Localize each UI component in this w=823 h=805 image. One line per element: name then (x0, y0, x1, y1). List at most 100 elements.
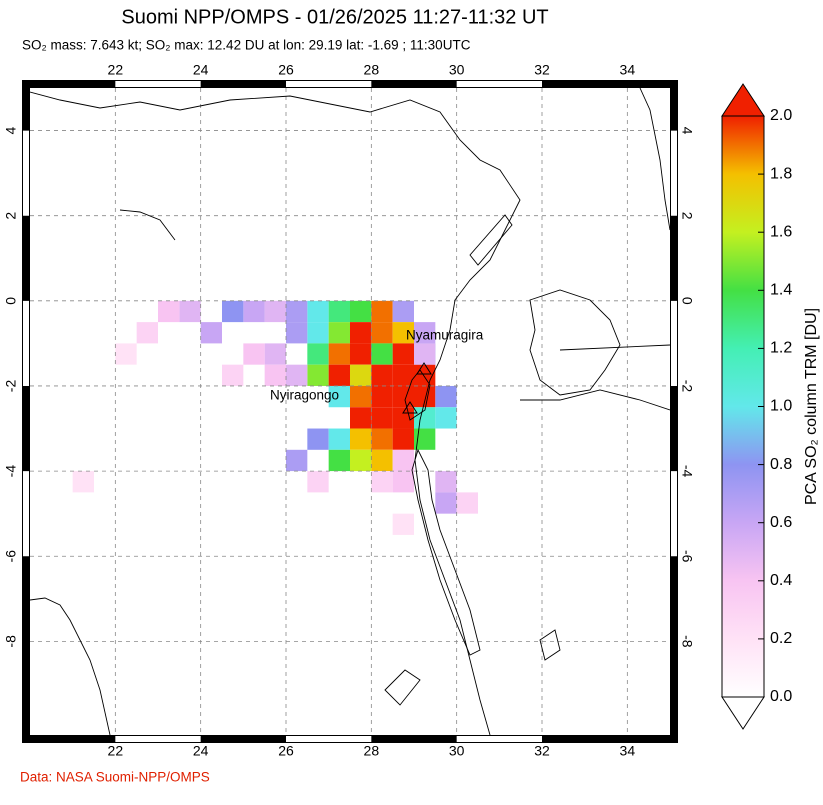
so2-cell (307, 343, 329, 365)
so2-cell (328, 428, 350, 450)
so2-cell (392, 385, 414, 408)
so2-cell (328, 300, 350, 323)
so2-cell (307, 471, 329, 493)
colorbar-tick-label: 0.4 (770, 572, 792, 589)
colorbar-tick-label: 0.2 (770, 630, 792, 647)
so2-cell (264, 364, 286, 386)
so2-cell (371, 407, 393, 429)
so2-cell (392, 407, 414, 429)
so2-cell (371, 385, 393, 408)
so2-cell (307, 300, 329, 323)
footer: Data: NASA Suomi-NPP/OMPS (20, 770, 210, 785)
so2-cell (350, 364, 372, 386)
so2-cell (392, 428, 414, 450)
x-tick-label: 32 (534, 62, 550, 78)
y-tick-label: 0 (3, 297, 19, 305)
data-cells (72, 300, 478, 535)
so2-cell (371, 428, 393, 450)
so2-cell (371, 471, 393, 493)
volcano-marker (416, 362, 432, 375)
so2-cell (328, 385, 350, 408)
colorbar-body (721, 115, 765, 698)
so2-cell (286, 449, 308, 472)
x-tick-label: 32 (534, 743, 550, 759)
so2-cell (286, 300, 308, 323)
so2-cell (392, 300, 414, 323)
colorbar-tick-label: 0.8 (770, 456, 792, 473)
y-tick-label: -2 (679, 380, 695, 393)
so2-cell (243, 300, 265, 323)
so2-cell (371, 300, 393, 323)
so2-cell (456, 492, 478, 514)
so2-cell (328, 449, 350, 472)
so2-cell (392, 513, 414, 535)
so2-cell (371, 343, 393, 365)
y-tick-label: 2 (679, 212, 695, 220)
y-tick-label: -6 (3, 550, 19, 563)
y-tick-label: 4 (679, 127, 695, 135)
so2-cell (72, 471, 94, 493)
map-frame (22, 80, 678, 743)
so2-cell (222, 364, 244, 386)
so2-cell (350, 385, 372, 408)
so2-cell (350, 300, 372, 323)
colorbar-label: PCA SO₂ column TRM [DU] (803, 308, 820, 505)
so2-cell (392, 471, 414, 493)
so2-cell (350, 449, 372, 472)
so2-cell (328, 343, 350, 365)
so2-cell (136, 322, 158, 344)
so2-cell (350, 407, 372, 429)
so2-cell (328, 322, 350, 344)
so2-cell (435, 385, 457, 408)
so2-cell (286, 322, 308, 344)
so2-cell (350, 343, 372, 365)
x-tick-label: 26 (278, 62, 294, 78)
x-tick-label: 30 (449, 62, 465, 78)
colorbar-tick-label: 1.4 (770, 282, 792, 299)
y-tick-label: -4 (3, 465, 19, 478)
so2-cell (371, 449, 393, 472)
so2-cell (435, 492, 457, 514)
so2-cell (350, 428, 372, 450)
so2-cell (115, 343, 137, 365)
volcano-marker (402, 401, 418, 414)
y-tick-label: 0 (679, 297, 695, 305)
so2-cell (328, 364, 350, 386)
colorbar-tick-label: 0.0 (770, 688, 792, 705)
so2-cell (307, 428, 329, 450)
so2-cell (392, 364, 414, 386)
so2-cell (414, 385, 436, 408)
x-tick-label: 22 (108, 62, 124, 78)
y-tick-label: -2 (3, 380, 19, 393)
y-tick-label: 2 (3, 212, 19, 220)
so2-cell (371, 364, 393, 386)
x-tick-label: 34 (620, 62, 636, 78)
so2-cell (435, 407, 457, 429)
so2-cell (307, 322, 329, 344)
colorbar-tick-label: 1.2 (770, 340, 792, 357)
so2-cell (286, 364, 308, 386)
y-tick-label: -4 (679, 465, 695, 478)
volcano-label: Nyiragongo (270, 388, 339, 403)
so2-cell (435, 471, 457, 493)
colorbar-tick-label: 0.6 (770, 514, 792, 531)
so2-cell (392, 322, 414, 344)
colorbar-tick-label: 2.0 (770, 107, 792, 124)
so2-cell (264, 300, 286, 323)
so2-cell (179, 300, 201, 323)
so2-cell (200, 322, 222, 344)
x-tick-label: 28 (364, 743, 380, 759)
volcano-label: Nyamuragira (406, 328, 484, 343)
grid (30, 88, 670, 735)
so2-cell (371, 322, 393, 344)
x-tick-label: 26 (278, 743, 294, 759)
chart-title: Suomi NPP/OMPS - 01/26/2025 11:27-11:32 … (121, 6, 548, 28)
x-tick-label: 30 (449, 743, 465, 759)
x-tick-label: 22 (108, 743, 124, 759)
so2-cell (158, 300, 180, 323)
so2-cell (243, 343, 265, 365)
y-tick-label: -8 (679, 635, 695, 648)
y-tick-label: -8 (3, 635, 19, 648)
so2-cell (414, 428, 436, 450)
